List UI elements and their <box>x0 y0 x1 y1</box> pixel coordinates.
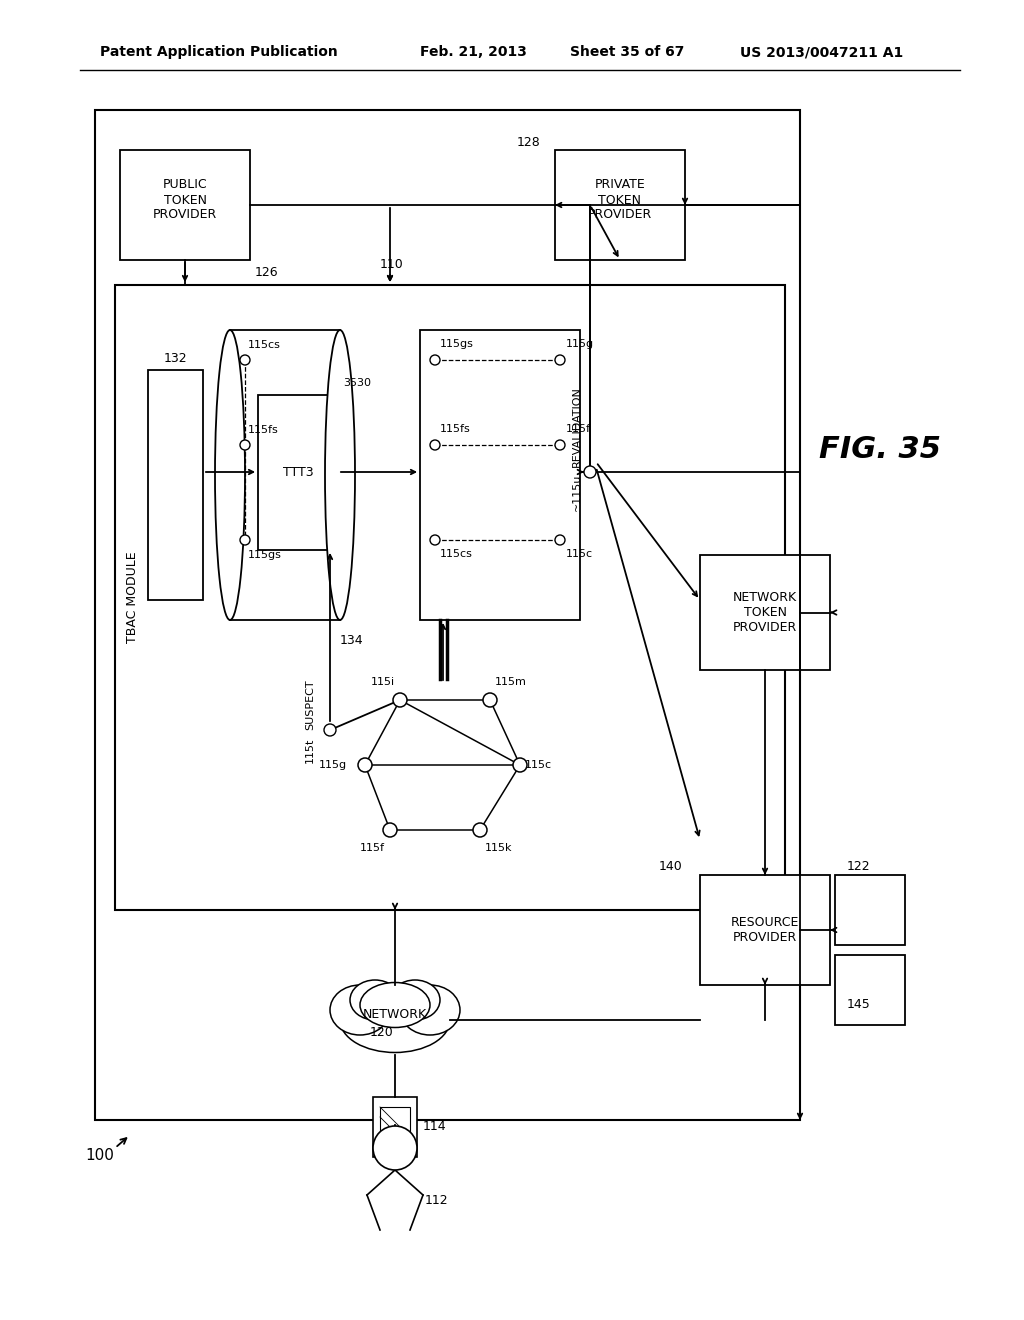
Text: 115fs: 115fs <box>248 425 279 436</box>
Bar <box>380 1107 410 1137</box>
Bar <box>230 330 340 620</box>
Text: 115f: 115f <box>566 424 591 434</box>
Circle shape <box>401 1143 404 1147</box>
Text: 126: 126 <box>255 265 279 279</box>
Circle shape <box>358 758 372 772</box>
Bar <box>700 554 830 671</box>
Ellipse shape <box>390 979 440 1020</box>
Text: 115m: 115m <box>495 677 527 686</box>
Text: 115cs: 115cs <box>440 549 473 558</box>
Bar <box>258 395 338 550</box>
Text: TBAC MODULE: TBAC MODULE <box>127 552 139 643</box>
Text: Sheet 35 of 67: Sheet 35 of 67 <box>570 45 684 59</box>
Text: SUSPECT: SUSPECT <box>305 680 315 730</box>
Circle shape <box>430 440 440 450</box>
Circle shape <box>240 355 250 366</box>
Circle shape <box>240 535 250 545</box>
Text: 115c: 115c <box>566 549 593 558</box>
Ellipse shape <box>360 982 430 1027</box>
Bar <box>700 875 830 985</box>
Bar <box>95 110 800 1119</box>
Circle shape <box>584 466 596 478</box>
Text: 120: 120 <box>370 1026 394 1039</box>
Ellipse shape <box>325 330 355 620</box>
Bar <box>420 330 580 620</box>
Circle shape <box>385 1143 388 1147</box>
Text: REVALIDATION: REVALIDATION <box>572 387 582 467</box>
Bar <box>373 1097 417 1158</box>
Text: 115gs: 115gs <box>248 550 282 560</box>
Text: 115i: 115i <box>371 677 395 686</box>
Text: TTT3: TTT3 <box>283 466 313 479</box>
Bar <box>120 150 250 260</box>
Text: FIG. 35: FIG. 35 <box>819 436 941 465</box>
Bar <box>148 370 203 601</box>
Circle shape <box>555 440 565 450</box>
Ellipse shape <box>400 985 460 1035</box>
Circle shape <box>385 1134 388 1137</box>
Text: 115g: 115g <box>318 760 347 770</box>
Circle shape <box>401 1134 404 1137</box>
Text: 115g: 115g <box>566 339 594 348</box>
Circle shape <box>385 1138 388 1142</box>
Bar <box>115 285 785 909</box>
Circle shape <box>383 822 397 837</box>
Text: 110: 110 <box>380 259 403 272</box>
Ellipse shape <box>350 979 400 1020</box>
Text: ~115u: ~115u <box>572 474 582 511</box>
Circle shape <box>430 535 440 545</box>
Text: 115fs: 115fs <box>440 424 471 434</box>
Bar <box>835 954 905 1026</box>
Bar <box>555 150 685 260</box>
Text: 132: 132 <box>164 351 187 364</box>
Text: 115c: 115c <box>525 760 552 770</box>
Circle shape <box>473 822 487 837</box>
Text: 115k: 115k <box>485 843 512 853</box>
Text: US 2013/0047211 A1: US 2013/0047211 A1 <box>740 45 903 59</box>
Text: PUBLIC
TOKEN
PROVIDER: PUBLIC TOKEN PROVIDER <box>153 178 217 222</box>
Text: 115f: 115f <box>360 843 385 853</box>
Text: 145: 145 <box>847 998 870 1011</box>
Circle shape <box>513 758 527 772</box>
Text: 3530: 3530 <box>343 378 371 388</box>
Text: 140: 140 <box>658 861 682 874</box>
Text: 115gs: 115gs <box>440 339 474 348</box>
Text: 115cs: 115cs <box>248 341 281 350</box>
Ellipse shape <box>340 987 450 1052</box>
Circle shape <box>555 535 565 545</box>
Ellipse shape <box>330 985 390 1035</box>
Text: RESOURCE
PROVIDER: RESOURCE PROVIDER <box>731 916 799 944</box>
Circle shape <box>240 440 250 450</box>
Text: 114: 114 <box>423 1121 446 1134</box>
Text: 128: 128 <box>516 136 540 149</box>
Text: NETWORK
TOKEN
PROVIDER: NETWORK TOKEN PROVIDER <box>733 591 797 634</box>
Text: Patent Application Publication: Patent Application Publication <box>100 45 338 59</box>
Circle shape <box>401 1138 404 1142</box>
Text: 115t: 115t <box>305 738 315 763</box>
Bar <box>835 875 905 945</box>
Circle shape <box>324 723 336 737</box>
Circle shape <box>393 693 407 708</box>
Text: NETWORK: NETWORK <box>362 1008 427 1022</box>
Circle shape <box>373 1126 417 1170</box>
Circle shape <box>555 355 565 366</box>
Text: Feb. 21, 2013: Feb. 21, 2013 <box>420 45 527 59</box>
Text: 100: 100 <box>86 1147 115 1163</box>
Circle shape <box>430 355 440 366</box>
Text: 134: 134 <box>340 634 364 647</box>
Text: 112: 112 <box>425 1193 449 1206</box>
Circle shape <box>483 693 497 708</box>
Text: 122: 122 <box>847 861 870 874</box>
Ellipse shape <box>215 330 245 620</box>
Text: PRIVATE
TOKEN
PROVIDER: PRIVATE TOKEN PROVIDER <box>588 178 652 222</box>
